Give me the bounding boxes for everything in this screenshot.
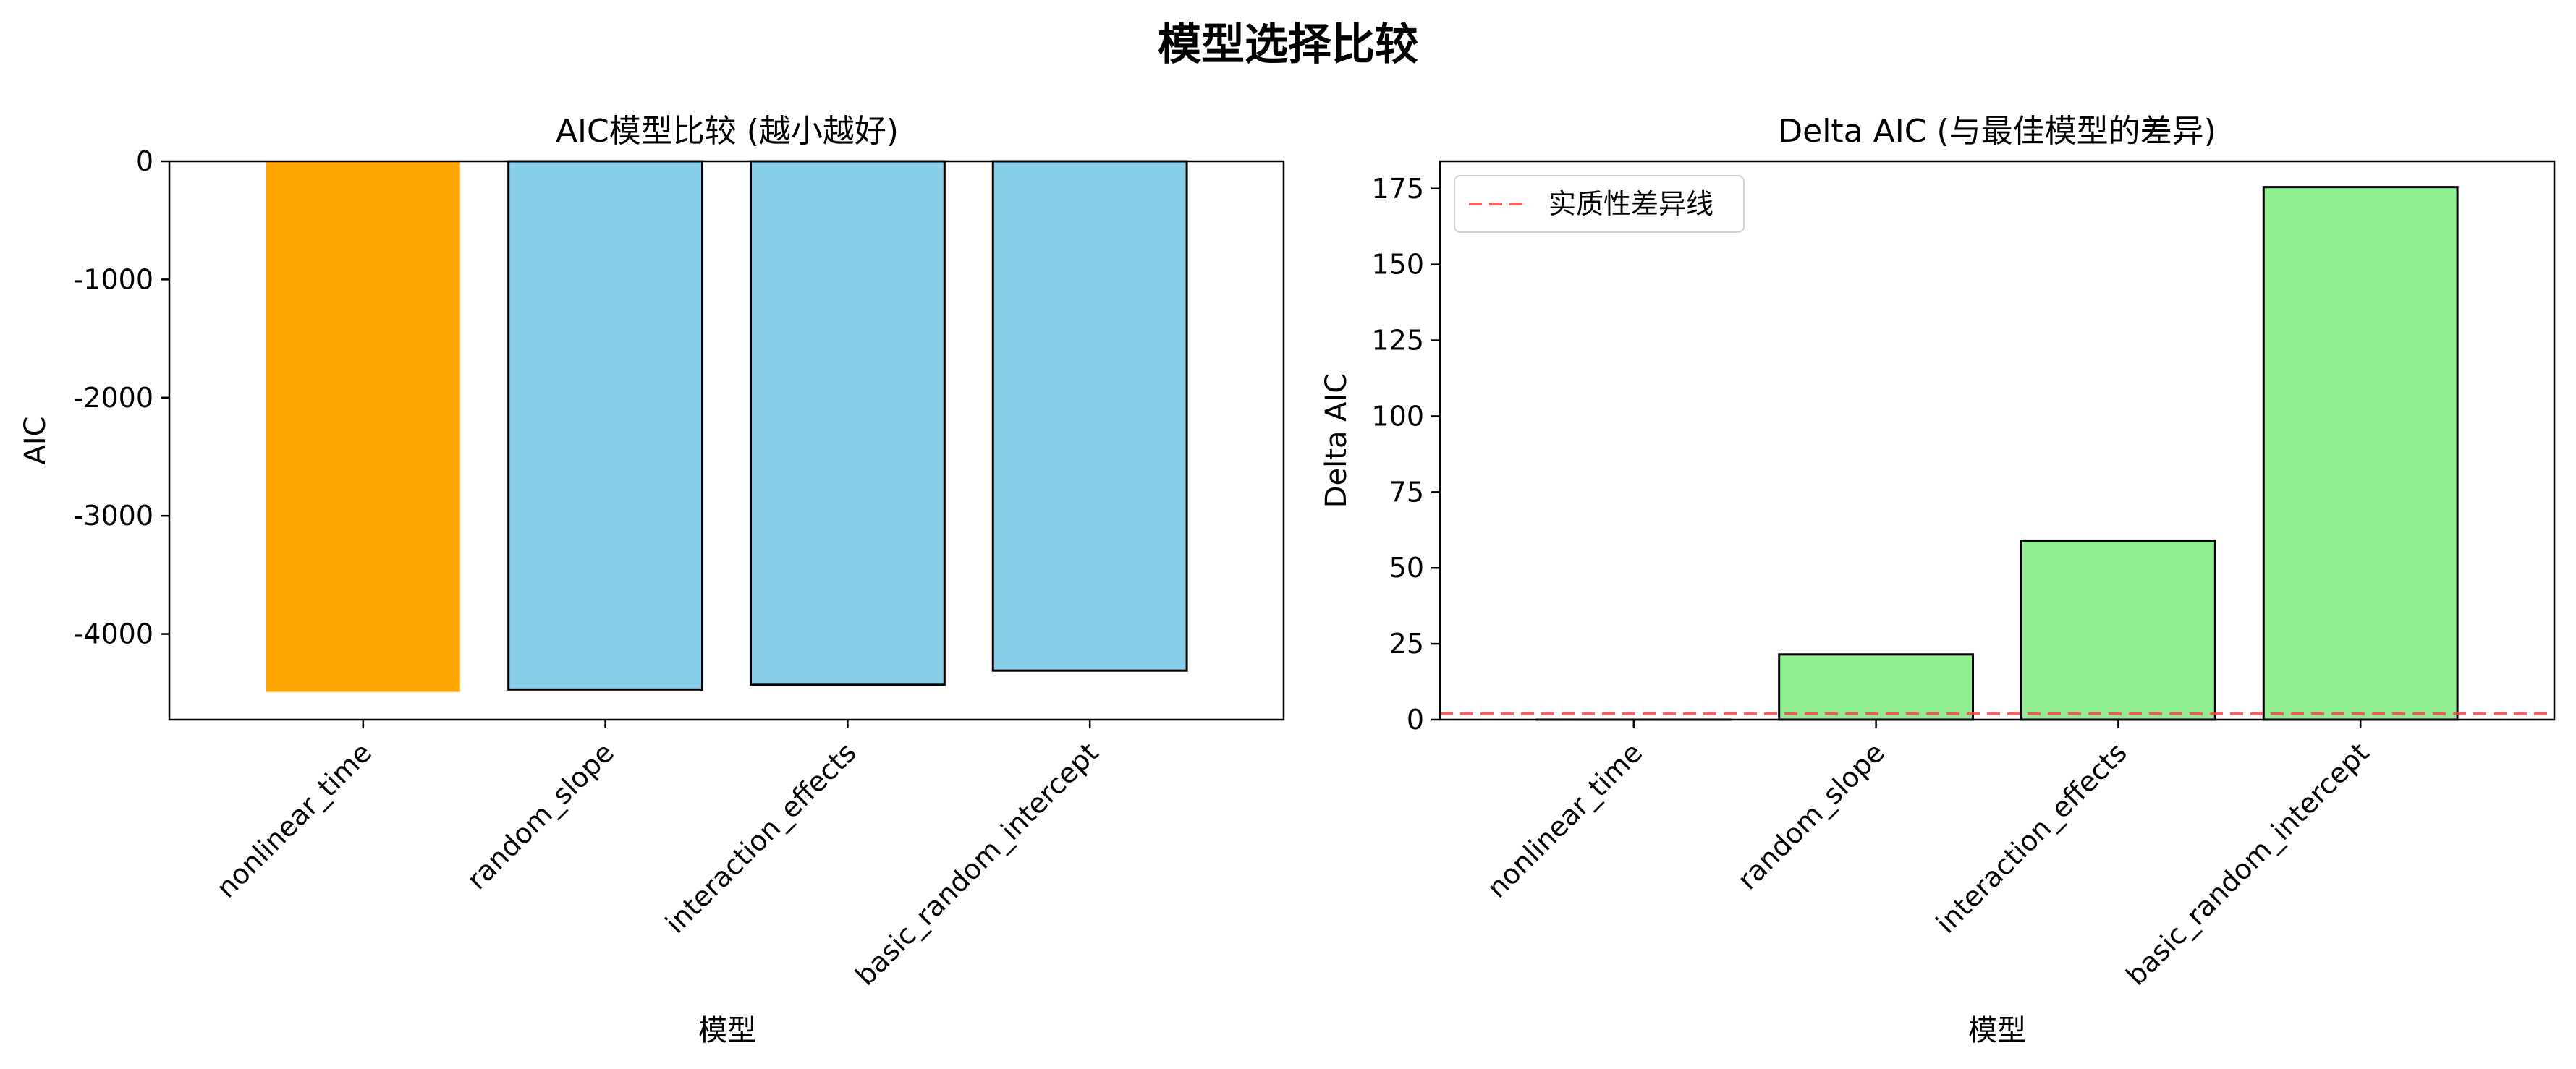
aic-bar-basic-random-intercept [991,160,1188,672]
aic-bar-interaction-effects [749,160,946,686]
delta-aic-chart: Delta AIC (与最佳模型的差异) 0 25 50 75 100 125 150 175… [1320,113,2556,1047]
aic-y-tick-label: 0 [136,145,153,177]
delta-aic-x-tick-label: interaction_effects [1930,736,2133,940]
aic-y-tick-label: -1000 [74,263,153,295]
aic-chart: AIC模型比较 (越小越好) 0 -1000 -2000 -3000 -4000 non… [19,113,1285,1047]
aic-plot-frame [168,160,1285,721]
delta-aic-bar-random-slope [1778,653,1975,721]
delta-aic-bars [1535,186,2459,721]
delta-aic-x-ticks: nonlinear_time random_slope interaction_ef… [1480,720,2376,992]
delta-aic-y-tick-label: 175 [1371,173,1424,205]
aic-x-tick-label: nonlinear_time [210,736,378,904]
legend-entry: 实质性差异线 [1548,188,1713,220]
delta-aic-x-axis-label: 模型 [1968,1014,2026,1047]
delta-aic-y-tick-label: 100 [1371,400,1424,432]
delta-aic-y-tick-label: 25 [1389,628,1424,660]
delta-aic-y-tick-label: 0 [1407,704,1424,736]
aic-x-tick-label: basic_random_intercept [850,736,1105,992]
delta-aic-chart-title: Delta AIC (与最佳模型的差异) [1778,113,2216,150]
delta-aic-y-tick-label: 125 [1371,325,1424,357]
delta-aic-y-axis-label: Delta AIC [1320,373,1353,508]
delta-aic-plot-frame [1439,160,2556,721]
delta-aic-legend: 实质性差异线 [1454,175,1745,233]
delta-aic-x-tick-label: basic_random_intercept [2120,736,2376,992]
aic-bar-nonlinear-time [266,161,460,692]
delta-aic-bar-basic-random-intercept [2262,186,2459,721]
delta-aic-y-tick-label: 50 [1389,552,1424,584]
aic-y-ticks: 0 -1000 -2000 -3000 -4000 [74,145,169,650]
delta-aic-x-tick-label: random_slope [1732,736,1891,895]
delta-aic-bar-interaction-effects [2020,539,2216,721]
delta-aic-y-ticks: 0 25 50 75 100 125 150 175 [1371,173,1440,736]
aic-bar-random-slope [507,160,704,691]
delta-aic-y-tick-label: 150 [1371,249,1424,281]
aic-bars [266,160,1188,692]
aic-chart-title: AIC模型比较 (越小越好) [556,113,899,150]
delta-aic-x-tick-label: nonlinear_time [1480,736,1648,904]
aic-x-tick-label: interaction_effects [659,736,863,940]
aic-y-axis-label: AIC [19,416,52,464]
legend-box [1454,175,1745,233]
aic-x-tick-label: random_slope [461,736,620,895]
aic-x-ticks: nonlinear_time random_slope interaction_ef… [210,720,1105,992]
aic-x-axis-label: 模型 [698,1014,756,1047]
aic-y-tick-label: -2000 [74,382,153,414]
aic-y-tick-label: -4000 [74,618,153,650]
aic-y-tick-label: -3000 [74,500,153,532]
figure-suptitle: 模型选择比较 [1158,20,1418,70]
delta-aic-y-tick-label: 75 [1389,476,1424,508]
